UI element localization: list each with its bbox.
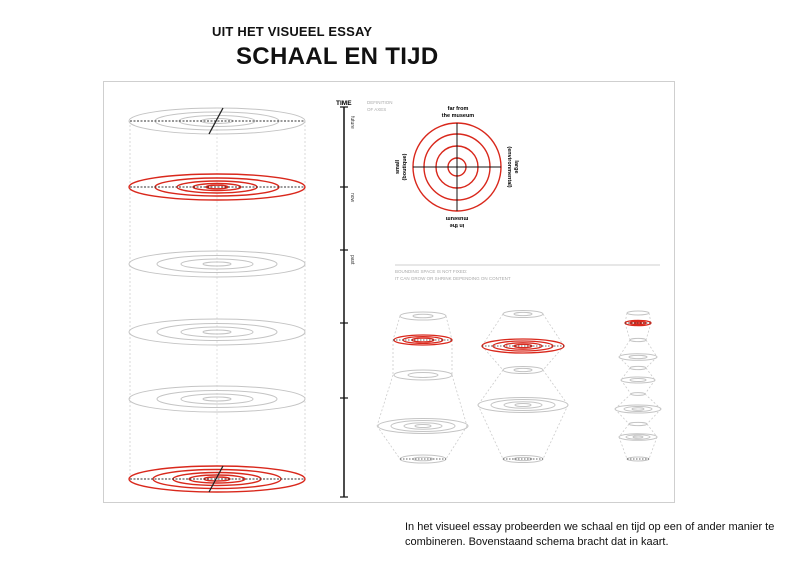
definition-label-2: OF AXES <box>367 107 386 112</box>
disc-past-3 <box>128 385 306 413</box>
disc-now-red <box>128 173 306 201</box>
diagram-frame <box>103 81 675 503</box>
disc-past-2 <box>128 318 306 346</box>
page-title: SCHAAL EN TIJD <box>236 43 439 70</box>
axis-top-line1: far from <box>448 106 469 112</box>
time-axis: TIME future now past <box>336 100 355 498</box>
essay-kicker: UIT HET VISUEEL ESSAY <box>212 24 373 39</box>
bounding-shape-1 <box>376 311 469 464</box>
axis-bottom-line2: museum <box>446 215 469 221</box>
axes-definition: DEFINITION OF AXES far from the museum i… <box>367 100 519 228</box>
bounding-shape-3 <box>614 310 662 462</box>
main-cylinder <box>128 107 306 493</box>
disc-past-1 <box>128 250 306 278</box>
caption-text: In het visueel essay probeerden we schaa… <box>405 521 775 548</box>
axis-top-line2: the museum <box>442 113 475 119</box>
disc-future <box>128 107 306 135</box>
axis-left-line2: (boutique) <box>402 153 408 180</box>
axis-left-line1: small <box>395 160 401 175</box>
axis-right-line1: large <box>513 160 519 173</box>
time-label-future: future <box>349 116 355 129</box>
axis-right-line2: (environmental) <box>506 146 512 187</box>
bounding-shape-2 <box>477 310 569 463</box>
axis-bottom-line1: in the <box>450 222 465 228</box>
time-label-now: now <box>349 193 355 203</box>
bounding-note-1: BOUNDING SPACE IS NOT FIXED: <box>395 269 467 274</box>
definition-label-1: DEFINITION <box>367 100 393 105</box>
time-axis-label: TIME <box>336 100 352 107</box>
bounding-note-2: IT CAN GROW OR SHRINK DEPENDING ON CONTE… <box>395 276 511 281</box>
disc-bottom-red <box>128 465 306 493</box>
time-label-past: past <box>349 255 355 265</box>
